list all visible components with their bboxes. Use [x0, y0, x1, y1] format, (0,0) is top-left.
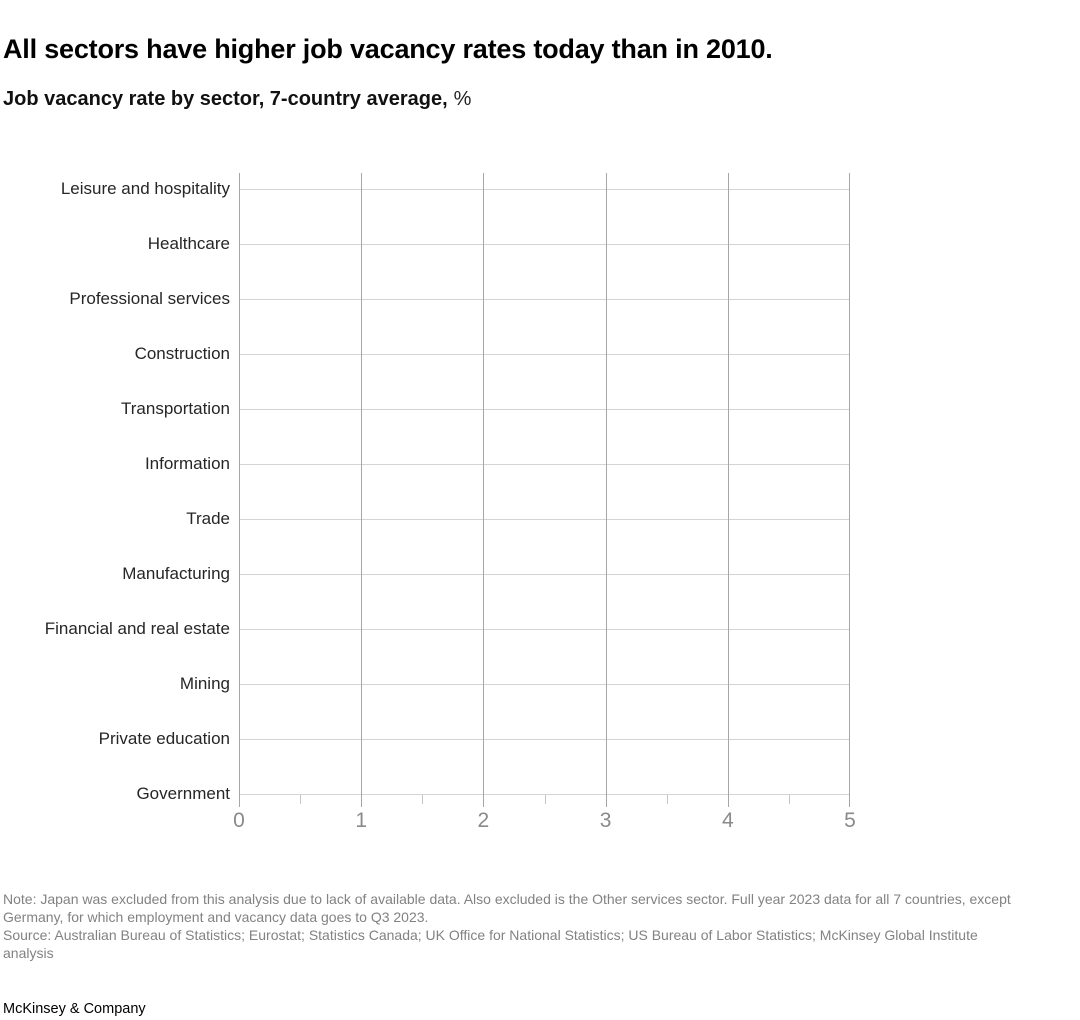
x-axis-minor-tick	[300, 795, 301, 804]
category-label: Information	[144, 454, 230, 473]
x-axis-major-tick	[728, 795, 729, 807]
horizontal-gridline	[239, 464, 850, 465]
x-axis-major-tick	[483, 795, 484, 807]
x-axis-tick-label: 5	[844, 809, 856, 832]
footnotes: Note: Japan was excluded from this analy…	[3, 890, 1079, 962]
chart-subtitle-unit: %	[453, 88, 472, 110]
category-label: Leisure and hospitality	[60, 179, 230, 198]
x-axis-major-tick	[849, 795, 850, 807]
horizontal-gridline	[239, 244, 850, 245]
vertical-gridline	[483, 173, 484, 795]
x-axis-major-tick	[606, 795, 607, 807]
vertical-gridline	[728, 173, 729, 795]
horizontal-gridline	[239, 739, 850, 740]
x-axis-major-tick	[239, 795, 240, 807]
category-label: Trade	[186, 509, 230, 528]
x-axis-minor-tick	[422, 795, 423, 804]
horizontal-gridline	[239, 574, 850, 575]
x-axis-tick-label: 4	[721, 809, 734, 832]
y-axis-category-labels: Leisure and hospitality Healthcare Profess…	[0, 173, 230, 803]
brand-footer: McKinsey & Company	[3, 1001, 146, 1017]
x-axis-minor-tick	[789, 795, 790, 804]
x-axis-major-tick	[361, 795, 362, 807]
horizontal-gridline	[239, 409, 850, 410]
x-axis-tick-label: 2	[477, 809, 490, 832]
x-axis-tick-labels: 0 1 2 3 4 5	[233, 809, 856, 837]
category-label: Manufacturing	[122, 564, 230, 583]
chart-subtitle-text: Job vacancy rate by sector, 7-country av…	[3, 88, 448, 110]
vertical-gridline	[849, 173, 850, 795]
x-axis-tick-label: 3	[599, 809, 612, 832]
vertical-gridline	[606, 173, 607, 795]
x-axis-tick-label: 1	[355, 809, 368, 832]
category-label: Private education	[98, 729, 230, 748]
vertical-gridline	[239, 173, 240, 795]
category-label: Financial and real estate	[44, 619, 230, 638]
chart-subtitle: Job vacancy rate by sector, 7-country av…	[3, 88, 471, 111]
x-axis-minor-tick	[667, 795, 668, 804]
category-label: Construction	[134, 344, 230, 363]
x-axis-tick-label: 0	[233, 809, 245, 832]
horizontal-gridline	[239, 684, 850, 685]
horizontal-gridline	[239, 299, 850, 300]
category-label: Government	[136, 784, 230, 803]
x-axis-minor-tick	[545, 795, 546, 804]
note-text: Germany, for which employment and vacanc…	[3, 909, 429, 925]
vertical-gridline	[361, 173, 362, 795]
category-label: Healthcare	[147, 234, 230, 253]
category-label: Transportation	[121, 399, 230, 418]
horizontal-gridline	[239, 354, 850, 355]
horizontal-gridline	[239, 629, 850, 630]
horizontal-gridline	[239, 189, 850, 190]
horizontal-gridline	[239, 519, 850, 520]
note-text: Note: Japan was excluded from this analy…	[3, 891, 1011, 907]
page-title: All sectors have higher job vacancy rate…	[3, 34, 773, 65]
horizontal-gridline	[239, 794, 850, 795]
source-text: analysis	[3, 945, 54, 961]
chart-plot-area	[239, 173, 850, 807]
source-text: Source: Australian Bureau of Statistics;…	[3, 927, 978, 943]
category-label: Professional services	[69, 289, 230, 308]
category-label: Mining	[179, 674, 230, 693]
